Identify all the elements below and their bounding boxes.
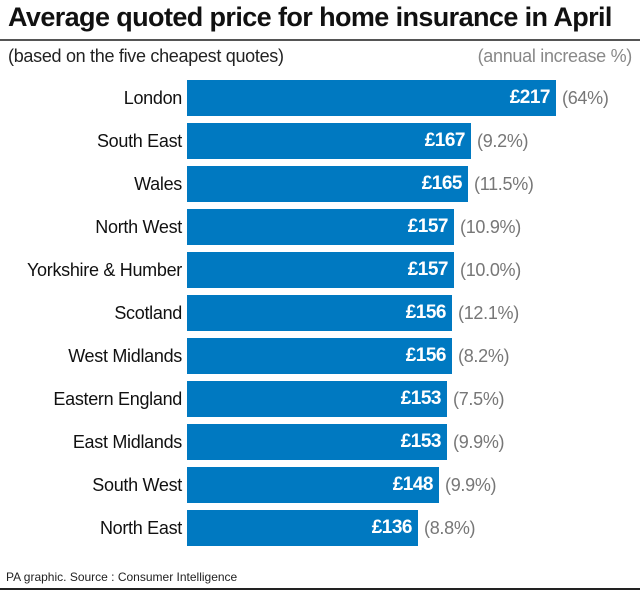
price-bar: £156 <box>187 338 452 374</box>
price-value: £136 <box>371 517 413 538</box>
price-bar: £167 <box>187 123 471 159</box>
bar-row: North East £136 (8.8%) <box>0 510 640 546</box>
price-bar: £153 <box>187 424 447 460</box>
region-label: Eastern England <box>53 389 182 409</box>
bar-row: Yorkshire & Humber £157 (10.0%) <box>0 252 640 288</box>
annual-increase: (9.9%) <box>453 432 505 452</box>
annual-increase: (12.1%) <box>458 303 519 323</box>
annual-increase: (11.5%) <box>474 174 534 194</box>
price-value: £157 <box>407 216 449 237</box>
footer-divider <box>0 588 640 590</box>
bar-row: Scotland £156 (12.1%) <box>0 295 640 331</box>
bar-row: East Midlands £153 (9.9%) <box>0 424 640 460</box>
price-value: £157 <box>407 259 449 280</box>
price-bar: £156 <box>187 295 452 331</box>
region-label: Scotland <box>114 303 182 323</box>
price-bar: £217 <box>187 80 556 116</box>
annual-increase: (7.5%) <box>453 389 505 409</box>
region-label: South West <box>92 475 182 495</box>
price-bar: £165 <box>187 166 468 202</box>
bar-row: North West £157 (10.9%) <box>0 209 640 245</box>
region-label: North West <box>95 217 182 237</box>
bar-row: Eastern England £153 (7.5%) <box>0 381 640 417</box>
title-divider <box>0 39 640 41</box>
price-bar: £148 <box>187 467 439 503</box>
annual-increase: (10.9%) <box>460 217 521 237</box>
price-bar: £157 <box>187 252 454 288</box>
annual-increase: (8.2%) <box>458 346 510 366</box>
price-value: £217 <box>509 87 551 108</box>
annual-increase: (8.8%) <box>424 518 476 538</box>
bar-row: Wales £165 (11.5%) <box>0 166 640 202</box>
bar-row: London £217 (64%) <box>0 80 640 116</box>
price-bar: £136 <box>187 510 418 546</box>
region-label: London <box>123 88 183 108</box>
bar-row: South East £167 (9.2%) <box>0 123 640 159</box>
price-value: £167 <box>424 130 466 151</box>
annual-increase: (9.2%) <box>477 131 529 151</box>
price-bar: £153 <box>187 381 447 417</box>
region-label: East Midlands <box>72 432 182 452</box>
annual-increase: (64%) <box>562 88 609 108</box>
region-label: South East <box>96 131 182 151</box>
chart-subtitle: (based on the five cheapest quotes) <box>8 46 284 66</box>
price-value: £153 <box>400 388 442 409</box>
bar-row: West Midlands £156 (8.2%) <box>0 338 640 374</box>
region-label: West Midlands <box>68 346 182 366</box>
price-value: £156 <box>405 345 447 366</box>
source-note: PA graphic. Source : Consumer Intelligen… <box>6 570 238 584</box>
chart-title: Average quoted price for home insurance … <box>8 2 612 32</box>
region-label: North East <box>99 518 182 538</box>
increase-column-label: (annual increase %) <box>477 46 633 66</box>
price-value: £148 <box>392 474 434 495</box>
price-value: £156 <box>405 302 447 323</box>
annual-increase: (9.9%) <box>445 475 497 495</box>
price-value: £153 <box>400 431 442 452</box>
bar-row: South West £148 (9.9%) <box>0 467 640 503</box>
annual-increase: (10.0%) <box>460 260 521 280</box>
price-value: £165 <box>421 173 463 194</box>
region-label: Wales <box>134 174 182 194</box>
region-label: Yorkshire & Humber <box>26 260 182 280</box>
price-bar: £157 <box>187 209 454 245</box>
